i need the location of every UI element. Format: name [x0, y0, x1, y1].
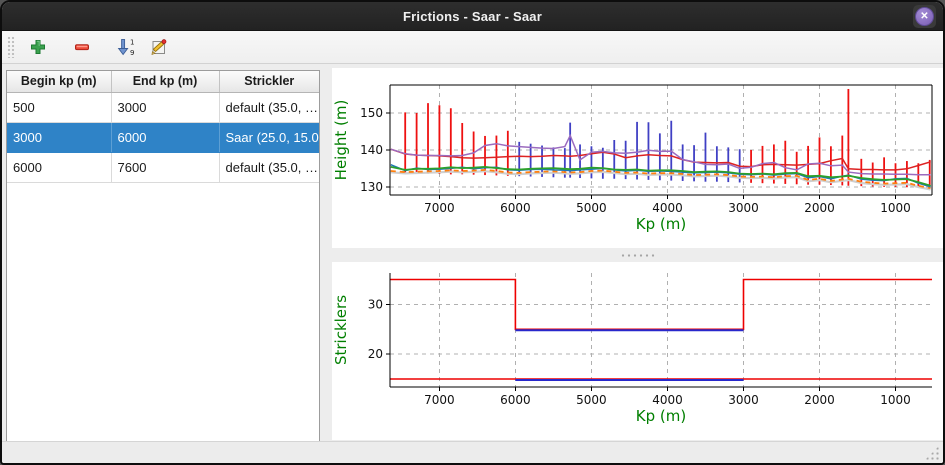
close-button[interactable]: ✕ — [913, 5, 936, 28]
frictions-table: Begin kp (m) End kp (m) Strickler 500 3000 de… — [7, 71, 319, 183]
svg-text:6000: 6000 — [500, 393, 531, 407]
column-header[interactable]: Begin kp (m) — [7, 71, 112, 93]
table-cell[interactable]: 6000 — [111, 122, 220, 153]
window-resize-grip[interactable] — [925, 446, 939, 460]
axes-spines — [389, 84, 933, 196]
table-cell[interactable]: default (35.0, … — [219, 92, 319, 123]
svg-text:130: 130 — [360, 180, 383, 194]
svg-text:1: 1 — [130, 39, 134, 47]
panel-splitter-handle[interactable] — [322, 65, 330, 445]
remove-row-button[interactable] — [69, 34, 95, 60]
series-water-level-mean — [390, 148, 931, 171]
chart-splitter-handle[interactable] — [332, 248, 943, 262]
y-axis-label: Height (m) — [332, 100, 350, 181]
profile-lines — [390, 133, 932, 191]
svg-text:3000: 3000 — [728, 393, 759, 407]
x-axis-label: Kp (m) — [636, 407, 686, 425]
svg-text:7000: 7000 — [424, 393, 455, 407]
height-profile-figure: 7000 6000 5000 4000 3000 2000 1000 130 140 150 Kp … — [332, 68, 944, 248]
series-ground-gray — [390, 170, 931, 191]
series-water-level-max — [390, 133, 931, 176]
toolbar-drag-handle[interactable] — [7, 36, 15, 58]
table-row[interactable]: 3000 6000 Saar (25.0, 15.0) — [7, 122, 319, 153]
plus-icon — [31, 40, 45, 54]
table-cell[interactable]: Saar (25.0, 15.0) — [219, 122, 319, 153]
series-right-bank — [390, 165, 932, 187]
svg-text:9: 9 — [130, 49, 134, 57]
table-cell[interactable]: 7600 — [111, 152, 220, 183]
step-lines — [390, 278, 932, 381]
y-axis-label: Stricklers — [332, 295, 350, 365]
svg-text:1000: 1000 — [880, 393, 911, 407]
main-area: Begin kp (m) End kp (m) Strickler 500 3000 de… — [2, 65, 944, 443]
tick-marks — [386, 112, 897, 199]
frictions-table-panel: Begin kp (m) End kp (m) Strickler 500 3000 de… — [6, 70, 320, 443]
svg-text:20: 20 — [368, 347, 383, 361]
sort-rows-button[interactable]: 1 9 — [113, 34, 139, 60]
svg-text:4000: 4000 — [652, 201, 683, 215]
table-cell[interactable]: default (35.0, … — [219, 152, 319, 183]
tick-labels: 7000 6000 5000 4000 3000 2000 1000 20 30 — [368, 297, 911, 407]
svg-text:2000: 2000 — [804, 201, 835, 215]
title-bar[interactable]: Frictions - Saar - Saar ✕ — [2, 2, 943, 31]
svg-text:1000: 1000 — [880, 201, 911, 215]
table-row[interactable]: 500 3000 default (35.0, … — [7, 92, 319, 123]
close-icon: ✕ — [915, 7, 934, 26]
table-cell[interactable]: 3000 — [7, 122, 112, 153]
column-header[interactable]: End kp (m) — [111, 71, 220, 93]
toolbar: 1 9 — [2, 31, 943, 64]
column-header[interactable]: Strickler — [219, 71, 319, 93]
tick-marks — [386, 303, 897, 391]
status-bar — [2, 441, 943, 463]
add-row-button[interactable] — [25, 34, 51, 60]
svg-text:5000: 5000 — [576, 393, 607, 407]
x-axis-label: Kp (m) — [636, 215, 686, 233]
svg-text:30: 30 — [368, 297, 383, 311]
svg-text:4000: 4000 — [652, 393, 683, 407]
svg-text:140: 140 — [360, 143, 383, 157]
svg-text:6000: 6000 — [500, 201, 531, 215]
window-title: Frictions - Saar - Saar — [403, 8, 542, 24]
table-row[interactable]: 6000 7600 default (35.0, … — [7, 152, 319, 183]
svg-text:3000: 3000 — [728, 201, 759, 215]
edit-row-button[interactable] — [145, 34, 171, 60]
minus-icon — [75, 44, 89, 51]
svg-text:5000: 5000 — [576, 201, 607, 215]
sort-ascending-icon: 1 9 — [117, 39, 134, 57]
stricklers-chart[interactable]: 7000 6000 5000 4000 3000 2000 1000 20 30 Kp (m) St… — [332, 262, 944, 440]
tick-labels: 7000 6000 5000 4000 3000 2000 1000 130 140 150 — [360, 106, 911, 215]
stricklers-figure: 7000 6000 5000 4000 3000 2000 1000 20 30 Kp (m) St… — [332, 262, 944, 440]
table-cell[interactable]: 6000 — [7, 152, 112, 183]
edit-icon — [151, 38, 166, 55]
table-cell[interactable]: 3000 — [111, 92, 220, 123]
svg-text:7000: 7000 — [424, 201, 455, 215]
table-cell[interactable]: 500 — [7, 92, 112, 123]
splitter-grip-dots — [620, 252, 656, 258]
axes-spines — [389, 273, 932, 388]
svg-text:2000: 2000 — [804, 393, 835, 407]
height-profile-chart[interactable]: 7000 6000 5000 4000 3000 2000 1000 130 140 150 Kp … — [332, 68, 944, 248]
svg-text:150: 150 — [360, 106, 383, 120]
